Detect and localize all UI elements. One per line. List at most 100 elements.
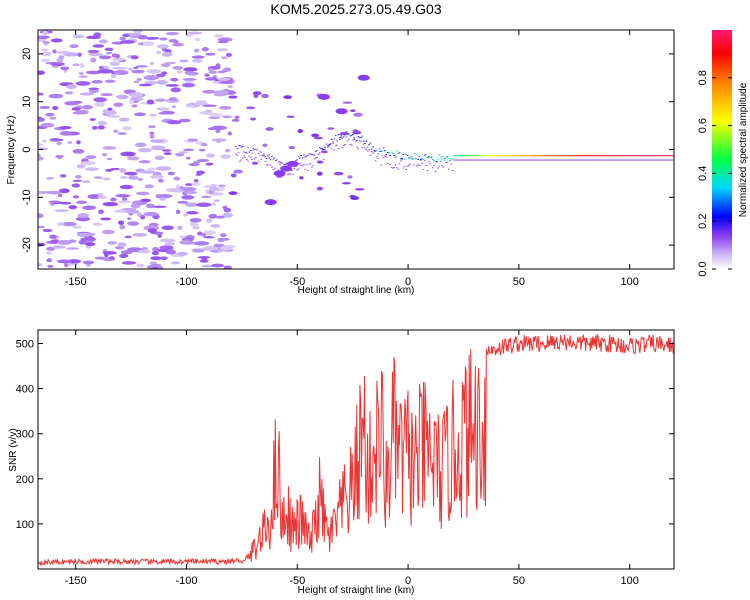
noise-speckle <box>76 200 88 204</box>
ridge-core <box>283 164 285 166</box>
noise-speckle <box>219 105 232 110</box>
noise-speckle <box>49 234 57 239</box>
ridge-halo <box>380 164 382 166</box>
ridge-halo <box>372 152 374 154</box>
noise-speckle <box>262 143 268 148</box>
ridge-halo <box>361 147 364 149</box>
ridge-core <box>273 157 276 159</box>
ridge-halo <box>336 144 338 146</box>
ridge-core <box>521 155 523 157</box>
noise-speckle <box>38 225 45 229</box>
ridge-halo <box>627 159 630 161</box>
noise-speckle <box>131 104 138 108</box>
ridge-halo <box>499 159 502 161</box>
ridge-core <box>301 157 304 159</box>
noise-speckle <box>60 66 70 71</box>
noise-speckle <box>110 197 117 202</box>
noise-speckle <box>210 184 218 187</box>
ridge-halo <box>533 159 535 161</box>
noise-speckle <box>165 32 179 36</box>
noise-speckle <box>119 176 129 179</box>
ridge-core <box>236 148 239 150</box>
noise-speckle <box>136 78 142 81</box>
ridge-core <box>341 137 344 139</box>
ridge-halo <box>514 159 517 161</box>
ridge-halo <box>576 159 579 161</box>
noise-speckle <box>114 246 124 250</box>
noise-speckle <box>171 105 176 109</box>
ridge-halo <box>252 149 255 151</box>
ridge-halo <box>329 142 332 144</box>
ridge-core <box>426 156 429 158</box>
noise-speckle <box>225 52 232 58</box>
noise-speckle <box>40 122 55 128</box>
ridge-core <box>576 155 579 157</box>
ridge-halo <box>429 162 431 164</box>
ridge-core <box>570 155 572 157</box>
noise-speckle <box>228 191 238 196</box>
ridge-halo <box>670 159 672 161</box>
noise-speckle <box>79 63 85 69</box>
noise-speckle <box>75 175 82 179</box>
ridge-halo <box>443 157 446 159</box>
ridge-halo <box>541 159 543 161</box>
noise-speckle <box>181 195 195 200</box>
noise-speckle <box>56 259 73 264</box>
snr-x-tick-label: 0 <box>405 575 411 587</box>
ridge-halo <box>599 159 602 161</box>
noise-speckle <box>137 178 143 181</box>
ridge-core <box>265 157 268 159</box>
ridge-halo <box>360 141 362 143</box>
noise-speckle <box>119 36 127 41</box>
ridge-halo <box>607 159 610 161</box>
spectrogram-y-tick-label: 20 <box>21 48 33 60</box>
ridge-core <box>471 155 474 157</box>
ridge-halo <box>497 159 499 161</box>
noise-speckle <box>61 221 77 227</box>
noise-speckle <box>56 57 64 63</box>
noise-speckle <box>57 221 65 226</box>
ridge-halo <box>505 159 507 161</box>
spectrogram-y-ticks: -20 -10 0 10 20 <box>21 48 674 253</box>
ridge-core <box>668 155 671 157</box>
ridge-core <box>315 151 317 153</box>
ridge-core <box>475 155 478 157</box>
ridge-halo <box>530 159 533 161</box>
noise-speckle <box>168 97 178 102</box>
noise-speckle <box>143 211 159 217</box>
ridge-core <box>304 156 306 158</box>
ridge-core <box>303 154 305 156</box>
ridge-core <box>463 155 466 157</box>
ridge-halo <box>668 159 671 161</box>
ridge-core <box>572 155 575 157</box>
noise-speckle <box>46 251 52 255</box>
noise-speckle <box>89 118 96 121</box>
ridge-core <box>482 155 485 157</box>
ridge-halo <box>243 155 245 157</box>
ridge-halo <box>667 159 669 161</box>
ridge-halo <box>445 162 447 164</box>
noise-speckle <box>38 70 45 75</box>
ridge-core <box>595 155 598 157</box>
ridge-halo <box>652 159 655 161</box>
ridge-core <box>610 155 612 157</box>
ridge-core <box>454 155 457 157</box>
ridge-core <box>630 155 632 157</box>
noise-speckle <box>51 245 66 249</box>
ridge-halo <box>628 159 631 161</box>
noise-speckle <box>211 263 225 268</box>
noise-speckle <box>119 224 126 230</box>
ridge-halo <box>433 165 435 167</box>
noise-speckle <box>215 63 221 69</box>
noise-speckle <box>102 177 111 181</box>
ridge-halo <box>416 165 418 167</box>
ridge-halo <box>283 175 285 177</box>
noise-speckle <box>161 149 172 152</box>
ridge-halo <box>459 159 462 161</box>
ridge-core <box>279 161 281 163</box>
ridge-halo <box>531 159 534 161</box>
ridge-halo <box>656 159 659 161</box>
ridge-halo <box>626 159 628 161</box>
ridge-core <box>357 136 360 138</box>
